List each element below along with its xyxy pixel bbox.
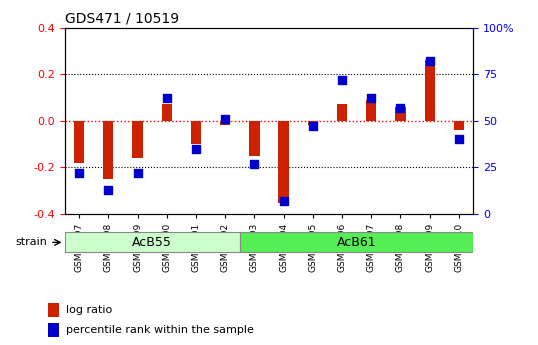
- Bar: [220, 121, 230, 125]
- Point: [308, 124, 317, 129]
- Point: [279, 198, 288, 204]
- Text: strain: strain: [15, 237, 47, 247]
- Bar: [161, 105, 172, 121]
- Bar: [454, 121, 464, 130]
- Bar: [65, 232, 240, 253]
- Text: GDS471 / 10519: GDS471 / 10519: [65, 11, 179, 25]
- Text: log ratio: log ratio: [66, 305, 112, 315]
- Bar: [279, 121, 289, 204]
- Text: AcB61: AcB61: [337, 236, 377, 249]
- Point: [396, 105, 405, 110]
- Bar: [191, 121, 201, 144]
- Point: [192, 146, 200, 151]
- Point: [338, 77, 346, 82]
- Bar: [308, 121, 318, 125]
- Bar: [132, 121, 143, 158]
- Bar: [249, 121, 259, 156]
- Bar: [240, 232, 473, 253]
- Bar: [103, 121, 114, 179]
- Bar: [366, 100, 376, 121]
- Point: [250, 161, 259, 166]
- Bar: [424, 60, 435, 121]
- Point: [455, 137, 463, 142]
- Point: [367, 96, 376, 101]
- Bar: [74, 121, 84, 163]
- Point: [75, 170, 83, 176]
- Text: AcB55: AcB55: [132, 236, 172, 249]
- Point: [162, 96, 171, 101]
- Bar: [337, 105, 347, 121]
- Bar: [47, 303, 59, 317]
- Text: percentile rank within the sample: percentile rank within the sample: [66, 325, 254, 335]
- Point: [104, 187, 112, 193]
- Point: [426, 58, 434, 64]
- Point: [133, 170, 142, 176]
- Bar: [47, 323, 59, 337]
- Bar: [395, 107, 406, 121]
- Point: [221, 116, 230, 122]
